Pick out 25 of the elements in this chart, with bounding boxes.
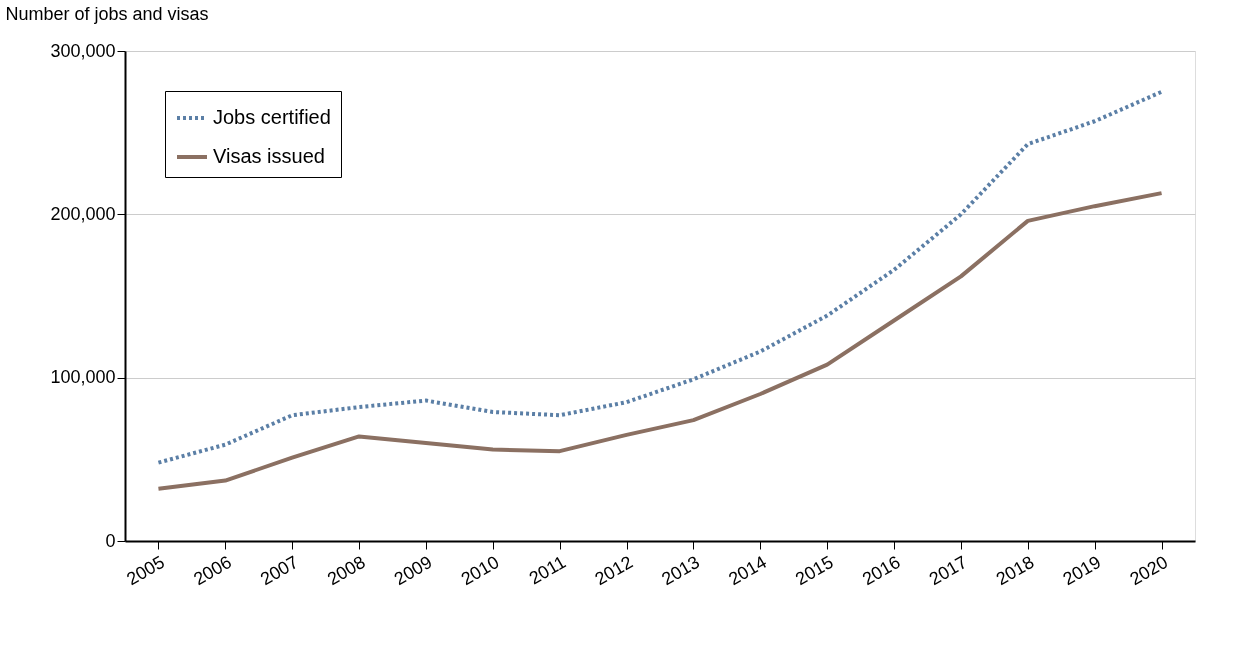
x-tick-label: 2014 bbox=[725, 551, 770, 590]
x-tick-label: 2019 bbox=[1059, 551, 1105, 590]
x-tick-label: 2007 bbox=[257, 551, 302, 590]
x-tick-label: 2020 bbox=[1126, 551, 1172, 590]
y-tick-label: 100,000 bbox=[50, 367, 116, 388]
legend-label: Jobs certified bbox=[213, 106, 331, 128]
x-tick-label: 2005 bbox=[123, 551, 168, 590]
line-series bbox=[156, 89, 1164, 465]
x-tick-label: 2015 bbox=[792, 551, 837, 590]
y-axis-title: Number of jobs and visas bbox=[5, 3, 209, 24]
x-tick-label: 2011 bbox=[525, 551, 570, 589]
y-tick-label: 0 bbox=[105, 530, 116, 551]
x-tick-label: 2016 bbox=[858, 551, 904, 590]
legend-label: Visas issued bbox=[213, 145, 325, 167]
x-tick-label: 2008 bbox=[323, 551, 369, 590]
x-tick-label: 2018 bbox=[992, 551, 1038, 590]
line-series bbox=[156, 191, 1164, 491]
x-tick-label: 2012 bbox=[591, 551, 637, 590]
x-tick-label: 2017 bbox=[925, 551, 971, 590]
x-tick-label: 2009 bbox=[390, 551, 436, 590]
y-tick-label: 300,000 bbox=[50, 40, 116, 61]
x-tick-label: 2010 bbox=[457, 551, 503, 590]
y-tick-label: 200,000 bbox=[50, 203, 116, 224]
x-tick-label: 2006 bbox=[190, 551, 235, 590]
x-tick-label: 2013 bbox=[658, 551, 703, 590]
